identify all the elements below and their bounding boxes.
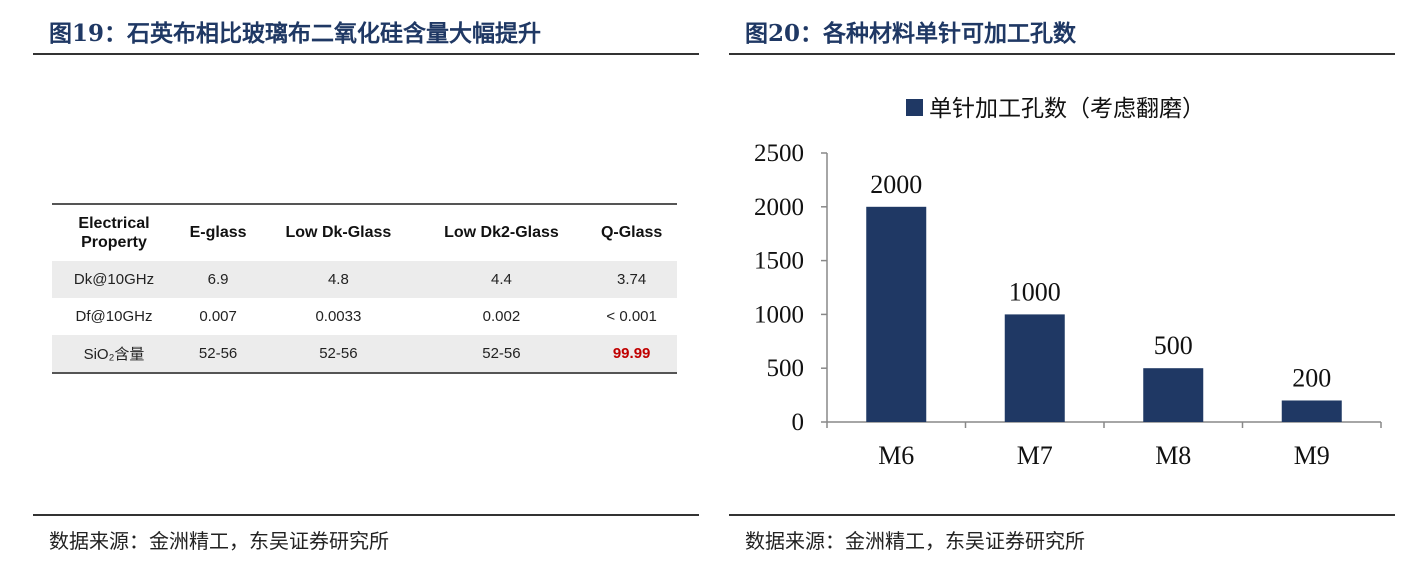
figure-20-title: 图20：各种材料单针可加工孔数 (745, 20, 1077, 47)
header-line-2: Property (81, 234, 147, 251)
y-tick-label: 2500 (754, 140, 804, 167)
x-tick-label: M7 (1017, 441, 1053, 470)
data-label: 200 (1292, 363, 1331, 392)
table-cell: 52-56 (198, 345, 238, 362)
x-tick-label: M9 (1294, 441, 1330, 470)
table-cell: 52-56 (482, 345, 521, 362)
table-cell: 6.9 (207, 271, 229, 288)
legend-swatch (906, 99, 923, 116)
y-tick-label: 0 (792, 409, 805, 436)
x-tick-label: M8 (1155, 441, 1191, 470)
table-row: Dk@10GHz 6.9 4.8 4.4 3.74 (52, 261, 677, 298)
source-divider (33, 514, 699, 516)
figure-19-title: 图19：石英布相比玻璃布二氧化硅含量大幅提升 (49, 20, 542, 47)
table-cell: < 0.001 (606, 308, 657, 325)
title-divider (33, 53, 699, 55)
table-cell: 0.002 (482, 308, 521, 325)
header-line-1: Electrical (78, 215, 150, 232)
legend-label: 单针加工孔数（考虑翻磨） (929, 96, 1205, 122)
bar (1004, 314, 1065, 422)
header-q-glass: Q-Glass (600, 224, 663, 241)
table-cell: 0.0033 (315, 308, 362, 325)
data-label: 2000 (870, 170, 922, 199)
row-label-sio2: SiO₂含量 (83, 346, 145, 363)
table-header-row: Electrical Property E-glass Low Dk-Glass… (52, 204, 677, 261)
source-note: 数据来源：金洲精工，东吴证券研究所 (745, 529, 1085, 553)
row-label-df: Df@10GHz (75, 308, 153, 325)
bar-chart: 单针加工孔数（考虑翻磨） 0 500 1000 1500 2000 2500 2000 M6 10… (754, 96, 1382, 470)
table-cell: 0.007 (199, 308, 237, 325)
bar (866, 206, 927, 422)
bar (1143, 368, 1204, 422)
highlight-cell: 99.99 (612, 345, 651, 362)
y-tick-label: 1000 (754, 301, 804, 328)
header-low-dk2-glass: Low Dk2-Glass (444, 224, 559, 241)
table-cell: 4.4 (491, 271, 512, 288)
x-tick-label: M6 (878, 441, 914, 470)
glass-property-table: Electrical Property E-glass Low Dk-Glass… (52, 203, 677, 374)
source-note: 数据来源：金洲精工，东吴证券研究所 (49, 529, 389, 553)
title-divider (729, 53, 1395, 55)
table-row: Df@10GHz 0.007 0.0033 0.002 < 0.001 (52, 298, 677, 335)
figure-19-panel: 图19：石英布相比玻璃布二氧化硅含量大幅提升 Electrical Proper… (33, 0, 699, 569)
source-divider (729, 514, 1395, 516)
data-label: 1000 (1009, 277, 1061, 306)
y-tick-label: 1500 (754, 248, 804, 275)
data-label: 500 (1154, 331, 1193, 360)
bar (1281, 400, 1342, 422)
figure-20-panel: 图20：各种材料单针可加工孔数 单针加工孔数（考虑翻磨） 0 500 1000 1500… (729, 0, 1395, 569)
table-row: SiO₂含量 52-56 52-56 52-56 99.99 (52, 335, 677, 373)
table-cell: 4.8 (327, 271, 349, 288)
header-low-dk-glass: Low Dk-Glass (285, 224, 392, 241)
table-cell: 52-56 (319, 345, 358, 362)
row-label-dk: Dk@10GHz (73, 271, 155, 288)
table-cell: 3.74 (617, 271, 647, 288)
header-electrical-property: Electrical Property (52, 204, 176, 261)
y-tick-label: 2000 (754, 194, 804, 221)
header-e-glass: E-glass (189, 224, 247, 241)
y-tick-label: 500 (767, 355, 805, 382)
